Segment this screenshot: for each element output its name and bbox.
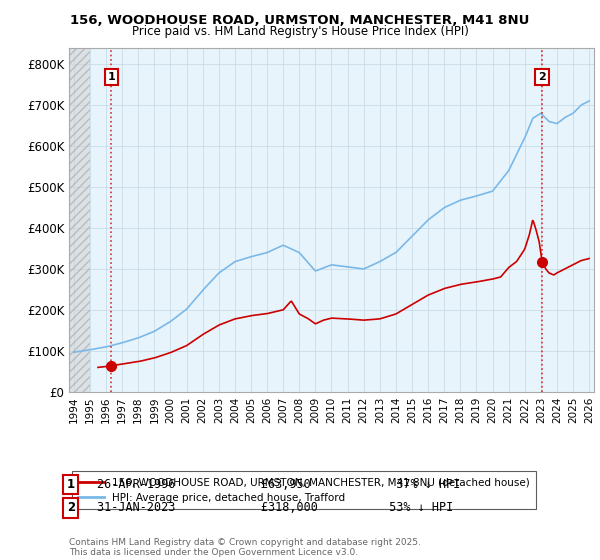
Text: 31-JAN-2023            £318,000          53% ↓ HPI: 31-JAN-2023 £318,000 53% ↓ HPI (97, 501, 454, 515)
Bar (69, 48, 90, 392)
Text: 26-APR-1996            £63,950            37% ↓ HPI: 26-APR-1996 £63,950 37% ↓ HPI (97, 478, 461, 491)
Text: 2: 2 (538, 72, 546, 82)
Text: 1: 1 (107, 72, 115, 82)
Text: 2: 2 (67, 501, 75, 515)
Text: Contains HM Land Registry data © Crown copyright and database right 2025.
This d: Contains HM Land Registry data © Crown c… (69, 538, 421, 557)
Text: 1: 1 (67, 478, 75, 491)
Text: Price paid vs. HM Land Registry's House Price Index (HPI): Price paid vs. HM Land Registry's House … (131, 25, 469, 38)
Legend: 156, WOODHOUSE ROAD, URMSTON, MANCHESTER, M41 8NU (detached house), HPI: Average: 156, WOODHOUSE ROAD, URMSTON, MANCHESTER… (71, 472, 536, 509)
Text: 156, WOODHOUSE ROAD, URMSTON, MANCHESTER, M41 8NU: 156, WOODHOUSE ROAD, URMSTON, MANCHESTER… (70, 14, 530, 27)
